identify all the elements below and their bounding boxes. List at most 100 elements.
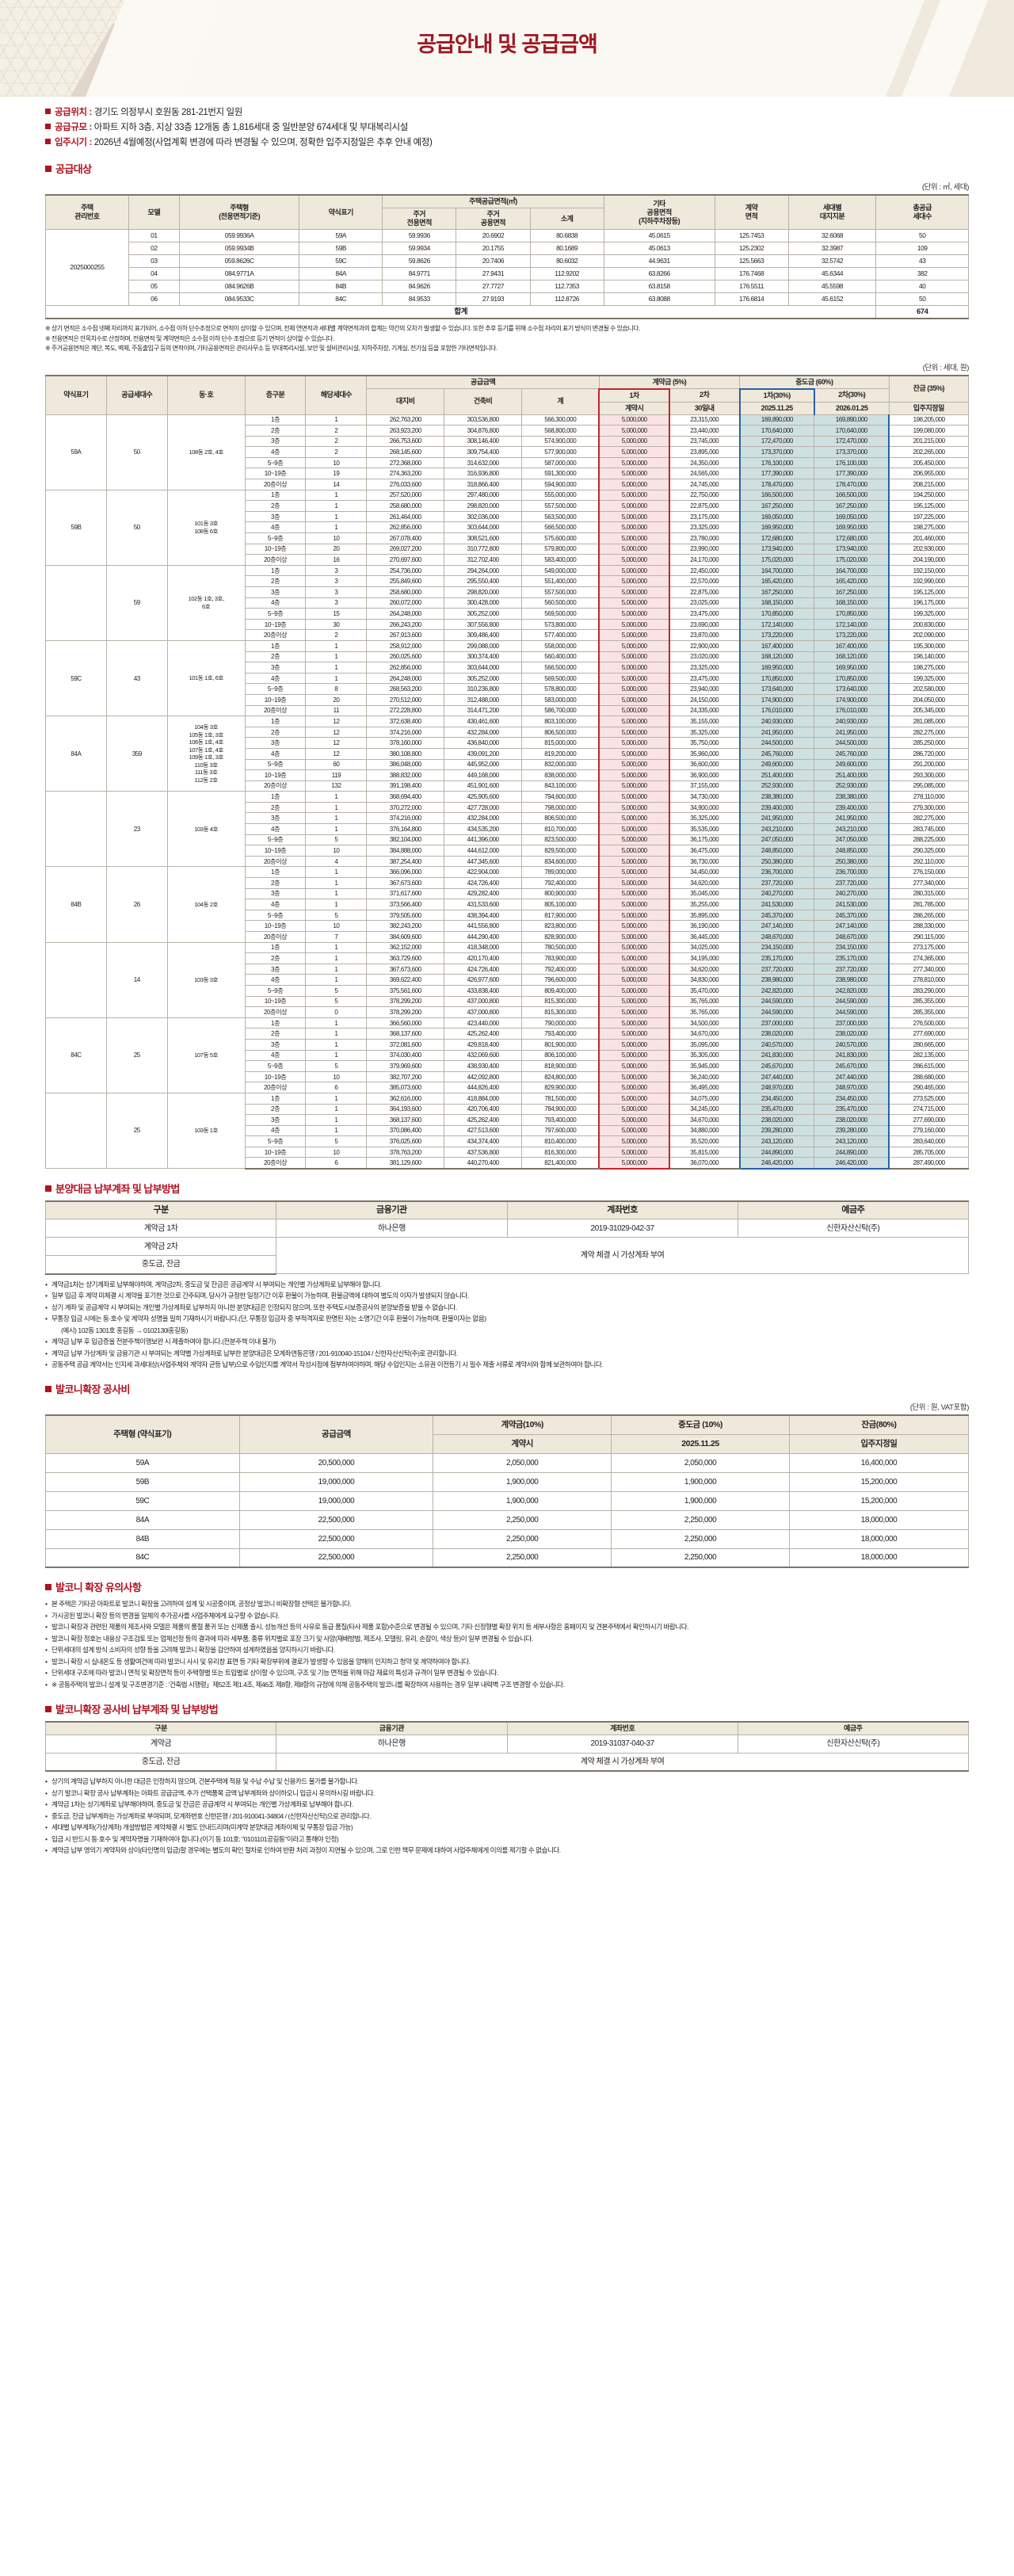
th-mid-group: 중도금 (10%) [611,1414,790,1435]
price-units: 10 [305,845,368,857]
price-contract-2: 24,350,000 [669,456,740,469]
price-mid-1: 238,020,000 [738,1028,815,1040]
price-mid-2: 239,280,000 [814,1124,890,1137]
price-floor: 1층 [244,1017,307,1029]
price-floor: 1층 [244,866,307,879]
price-units: 1 [305,963,368,975]
price-mid-1: 235,470,000 [738,1103,815,1116]
price-contract-1: 5,000,000 [598,435,670,448]
price-build-cost: 420,170,400 [444,952,523,964]
price-floor: 5~9층 [244,456,307,469]
price-sum: 834,600,000 [521,855,600,868]
price-sum: 806,500,000 [521,726,600,738]
price-land-cost: 385,073,600 [366,1082,445,1093]
balcony-amount: 19,000,000 [238,1471,434,1492]
price-mid-1: 172,470,000 [738,435,815,448]
bpay-merged-note: 계약 체결 시 가상계좌 부여 [276,1752,969,1773]
price-land-cost: 384,888,000 [366,845,445,857]
price-floor: 20층이상 [244,1082,307,1093]
price-sum: 573,800,000 [521,618,600,631]
price-contract-1: 5,000,000 [598,984,670,997]
price-contract-2: 34,450,000 [669,866,740,879]
price-units: 3 [305,586,368,598]
price-units: 3 [305,575,368,587]
price-sum: 815,000,000 [521,737,600,749]
note-item: (예시) 102동 1301호 홍길동 → 0102130l홍길동) [61,1326,189,1334]
price-build-cost: 418,884,000 [444,1092,523,1105]
price-land-cost: 370,086,400 [366,1124,445,1137]
price-build-cost: 294,264,000 [444,564,523,577]
price-balance: 201,215,000 [888,435,970,448]
table-row: 03 059.8626C 59C 59.8626 20.7406 80.6032 44.96… [46,254,969,268]
price-short-code [45,1092,107,1170]
price-build-cost: 429,282,400 [444,887,523,900]
price-mid-1: 167,250,000 [738,586,815,598]
balcony-balance: 15,200,000 [788,1490,970,1511]
supply-note: ※ 주거공용면적은 계단, 복도, 벽체, 주동출입구 등의 면적이며, 기타공… [45,345,497,352]
price-mid-1: 249,600,000 [738,758,815,771]
page-banner: 공급안내 및 공급금액 [0,0,1014,97]
pay-account: 2019-31029-042-37 [506,1219,738,1238]
price-mid-2: 170,640,000 [814,425,890,437]
price-contract-1: 5,000,000 [598,543,670,555]
price-supply-units: 14 [105,941,168,1018]
price-supply-units: 26 [105,866,168,943]
price-contract-1: 5,000,000 [598,747,670,760]
price-balance: 273,175,000 [888,941,970,954]
th-house-type: 주택형 (전용면적기준) [178,194,300,230]
price-floor: 10~19층 [244,693,307,706]
price-units: 12 [305,737,368,749]
price-mid-1: 174,900,000 [738,693,815,706]
price-land-cost: 257,520,000 [366,489,445,502]
price-units: 2 [305,435,368,448]
bpay-holder: 신한자산신탁(주) [737,1734,970,1754]
price-units: 1 [305,1049,368,1062]
price-land-cost: 258,912,000 [366,639,445,652]
price-contract-1: 5,000,000 [598,500,670,512]
price-mid-2: 174,900,000 [814,693,890,706]
pay-holder: 신한자산신탁(주) [737,1219,970,1238]
note-item: 가시공된 발코니 확장 등의 변경을 일체의 추가공사를 사업주체에게 요구할 … [45,1611,969,1621]
price-mid-1: 238,020,000 [738,1114,815,1126]
price-sum: 583,400,000 [521,554,600,566]
th-subtotal-area: 소계 [529,208,604,230]
price-contract-2: 22,570,000 [669,575,740,587]
supply-contract-area: 125.7453 [714,229,789,242]
price-contract-2: 34,245,000 [669,1103,740,1116]
note-item: ※ 공동주택의 발코니 설계 및 구조변경기준 : '건축법 시행령」제52조 … [45,1680,969,1690]
price-mid-1: 241,530,000 [738,899,815,910]
supply-model: 04 [128,267,180,280]
price-balance: 192,990,000 [888,575,970,587]
price-floor: 3층 [244,1038,307,1051]
price-contract-2: 35,255,000 [669,899,740,910]
price-balance: 200,830,000 [888,618,970,631]
price-contract-1: 5,000,000 [598,554,670,566]
price-floor: 2층 [244,877,307,889]
price-sum: 803,100,000 [521,716,600,727]
price-mid-1: 164,700,000 [738,564,815,577]
price-land-cost: 276,033,600 [366,479,445,490]
price-land-cost: 270,512,000 [366,693,445,706]
table-row: 59B 19,000,000 1,900,000 1,900,000 15,200,00… [45,1471,970,1492]
price-contract-2: 23,325,000 [669,662,740,674]
price-mid-1: 173,940,000 [738,543,815,555]
price-balance: 288,680,000 [888,1070,970,1083]
price-build-cost: 434,535,200 [444,823,523,835]
table-row: 2층 1 260,025,600 300,374,400 560,400,000 5,00… [46,651,970,663]
supply-subtotal: 112.7353 [529,280,604,293]
price-contract-2: 36,070,000 [669,1157,740,1170]
price-sum: 805,100,000 [521,899,600,910]
price-balance: 202,265,000 [888,446,970,458]
project-info-block: 공급위치 : 경기도 의정부시 호원동 281-21번지 일원 공급규모 : 아… [45,97,969,150]
price-units: 10 [305,1146,368,1158]
price-mid-1: 170,850,000 [738,672,815,685]
bpay-division: 중도금, 잔금 [44,1752,277,1773]
price-contract-1: 5,000,000 [598,489,670,502]
price-floor: 20층이상 [244,479,307,490]
supply-info-page: 공급안내 및 공급금액 공급위치 : 경기도 의정부시 호원동 281-21번지… [0,0,1014,1868]
price-floor: 5~9층 [244,834,307,846]
price-contract-1: 5,000,000 [598,1146,670,1158]
price-mid-1: 170,640,000 [738,425,815,437]
price-build-cost: 442,092,800 [444,1070,523,1083]
price-build-cost: 451,901,600 [444,780,523,792]
